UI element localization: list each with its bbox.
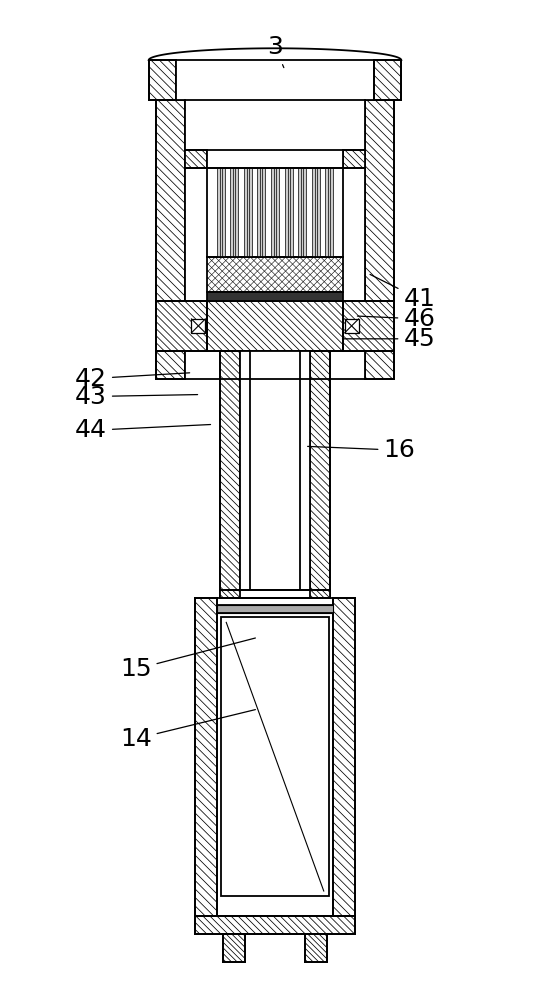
Bar — [271, 168, 279, 257]
Bar — [156, 301, 207, 351]
Bar — [221, 590, 329, 598]
Bar — [373, 60, 402, 100]
Text: 14: 14 — [120, 710, 255, 751]
Bar — [365, 100, 394, 379]
Bar — [333, 598, 355, 916]
Bar — [310, 351, 329, 590]
Text: 3: 3 — [267, 35, 284, 68]
Bar — [345, 319, 359, 333]
Bar — [257, 168, 266, 257]
Bar — [195, 598, 217, 916]
Bar — [185, 100, 365, 379]
Bar — [148, 60, 177, 100]
Bar — [156, 100, 185, 379]
Bar — [217, 605, 333, 613]
Bar — [310, 590, 329, 598]
Text: 44: 44 — [75, 418, 211, 442]
Bar — [300, 351, 310, 590]
Bar — [207, 301, 343, 351]
Text: 15: 15 — [120, 638, 255, 681]
Text: 43: 43 — [75, 385, 197, 409]
Bar — [250, 351, 300, 590]
Bar — [217, 168, 225, 257]
Bar — [230, 168, 238, 257]
Bar — [284, 168, 293, 257]
Bar — [312, 168, 320, 257]
Bar — [298, 168, 306, 257]
Text: 16: 16 — [307, 438, 415, 462]
Bar — [221, 351, 240, 590]
Text: 41: 41 — [370, 274, 435, 311]
Bar — [195, 916, 355, 934]
Bar — [221, 617, 329, 896]
Bar — [223, 934, 245, 962]
Bar — [207, 292, 343, 301]
Bar — [221, 590, 240, 598]
Bar — [325, 168, 333, 257]
Bar — [217, 598, 333, 916]
Bar — [305, 934, 327, 962]
Text: 46: 46 — [358, 307, 435, 331]
Bar — [343, 301, 394, 351]
Bar — [244, 168, 252, 257]
Bar — [177, 60, 373, 100]
Bar — [343, 150, 365, 168]
Bar — [191, 319, 205, 333]
Bar — [207, 150, 343, 168]
Text: 45: 45 — [343, 327, 435, 351]
Text: 42: 42 — [75, 367, 190, 391]
Bar — [185, 150, 207, 168]
Bar — [207, 257, 343, 292]
Bar — [240, 351, 250, 590]
